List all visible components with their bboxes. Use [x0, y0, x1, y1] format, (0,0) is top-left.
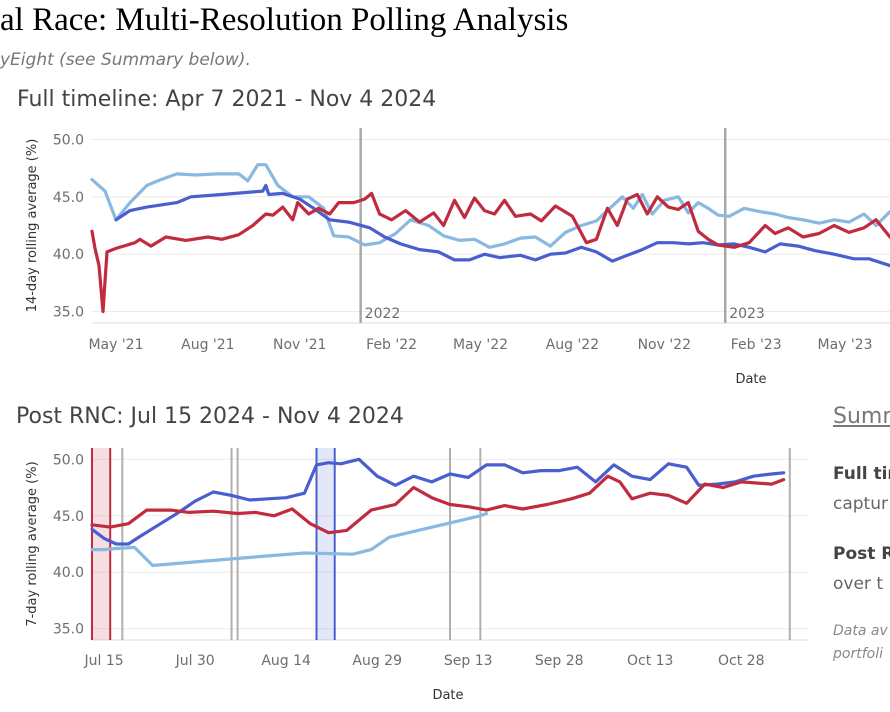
series-line-dark-blue	[114, 183, 890, 268]
x-tick-label: Aug 29	[352, 653, 402, 669]
x-axis-title: Date	[432, 688, 463, 703]
y-tick-label: 40.0	[53, 565, 84, 581]
series-line-dark-blue	[90, 457, 786, 546]
x-tick-label: Aug '21	[181, 337, 234, 353]
chart-title-post-rnc: Post RNC: Jul 15 2024 - Nov 4 2024	[16, 404, 404, 429]
x-axis-title: Date	[735, 372, 766, 387]
y-tick-label: 35.0	[53, 305, 84, 321]
y-tick-label: 35.0	[53, 622, 84, 638]
y-tick-label: 50.0	[53, 132, 84, 148]
x-tick-label: May '21	[88, 337, 143, 353]
x-tick-label: May '23	[818, 337, 873, 353]
summary-full-text: captur	[833, 494, 888, 514]
summary-post-text: over t	[833, 574, 883, 594]
y-tick-label: 50.0	[53, 452, 84, 468]
x-tick-label: Aug '22	[546, 337, 599, 353]
summary-note-line-1: Data av	[833, 623, 888, 639]
y-axis-title: 7-day rolling average (%)	[25, 461, 40, 626]
x-tick-label: Feb '22	[366, 337, 417, 353]
summary-full-label: Full tir	[833, 464, 890, 484]
series-line-light-blue	[90, 511, 488, 568]
year-marker-label: 2022	[365, 306, 401, 322]
x-tick-label: Sep 13	[444, 653, 493, 669]
chart-title-full: Full timeline: Apr 7 2021 - Nov 4 2024	[17, 87, 437, 112]
shaded-band	[316, 448, 335, 640]
y-tick-label: 45.0	[53, 190, 84, 206]
year-marker-label: 2023	[729, 306, 765, 322]
x-tick-label: May '22	[453, 337, 508, 353]
summary-note-line-2: portfoli	[833, 646, 883, 662]
x-tick-label: Aug 14	[261, 653, 311, 669]
x-tick-label: Nov '22	[638, 337, 691, 353]
summary-post-label: Post R	[833, 544, 890, 564]
series-line-red	[90, 474, 786, 535]
page-title: al Race: Multi-Resolution Polling Analys…	[0, 2, 569, 38]
series-line-light-blue	[90, 163, 890, 249]
y-tick-label: 40.0	[53, 247, 84, 263]
shaded-band	[92, 448, 111, 640]
x-tick-label: Oct 28	[718, 653, 764, 669]
summary-heading[interactable]: Summ	[833, 404, 890, 429]
x-tick-label: Jul 15	[84, 653, 124, 669]
x-tick-label: Oct 13	[627, 653, 673, 669]
series-line-red	[90, 191, 890, 314]
x-tick-label: Nov '21	[273, 337, 326, 353]
y-axis-title: 14-day rolling average (%)	[25, 139, 40, 313]
x-tick-label: Sep 28	[535, 653, 584, 669]
page-subtitle: yEight (see Summary below).	[0, 50, 251, 70]
x-tick-label: Feb '23	[731, 337, 782, 353]
y-tick-label: 45.0	[53, 509, 84, 525]
x-tick-label: Jul 30	[175, 653, 215, 669]
